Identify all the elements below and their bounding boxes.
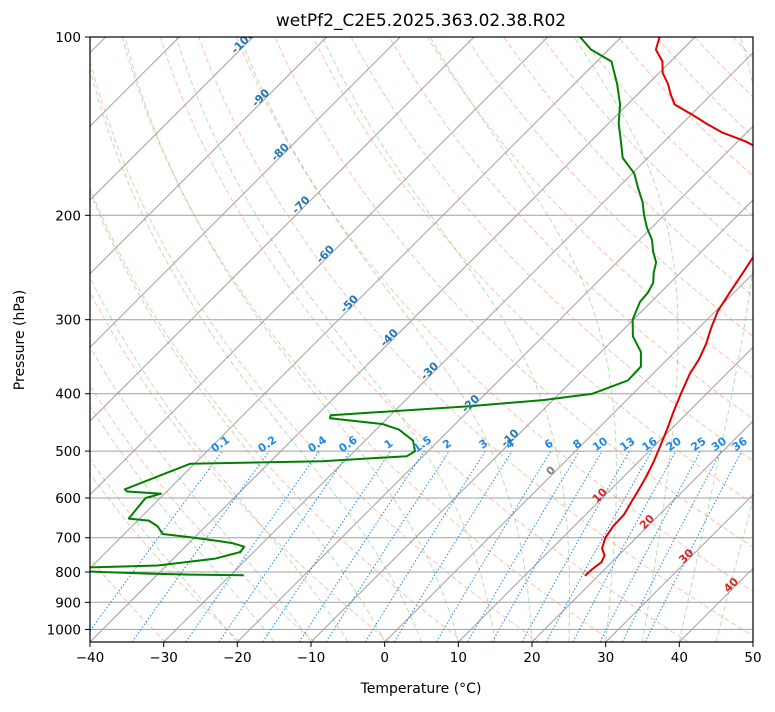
x-tick-label: 0 [380,650,389,666]
y-tick-label: 400 [55,387,81,403]
y-tick-label: 1000 [47,622,81,638]
x-tick-label: 50 [744,650,761,666]
y-tick-label: 200 [55,208,81,224]
chart-title: wetPf2_C2E5.2025.363.02.38.R02 [276,11,566,31]
y-tick-label: 900 [55,595,81,611]
y-axis-label: Pressure (hPa) [12,290,28,390]
x-tick-label: 30 [597,650,614,666]
x-tick-label: 40 [671,650,688,666]
x-tick-label: 20 [523,650,540,666]
y-tick-label: 500 [55,444,81,460]
y-tick-label: 300 [55,313,81,329]
y-tick-label: 600 [55,491,81,507]
x-axis-label: Temperature (°C) [360,681,482,697]
x-tick-label: −10 [297,650,326,666]
y-tick-label: 800 [55,565,81,581]
x-tick-label: 10 [450,650,467,666]
y-tick-label: 700 [55,531,81,547]
x-tick-label: −30 [149,650,178,666]
x-tick-label: −40 [76,650,105,666]
y-tick-label: 100 [55,30,81,46]
x-tick-label: −20 [223,650,252,666]
